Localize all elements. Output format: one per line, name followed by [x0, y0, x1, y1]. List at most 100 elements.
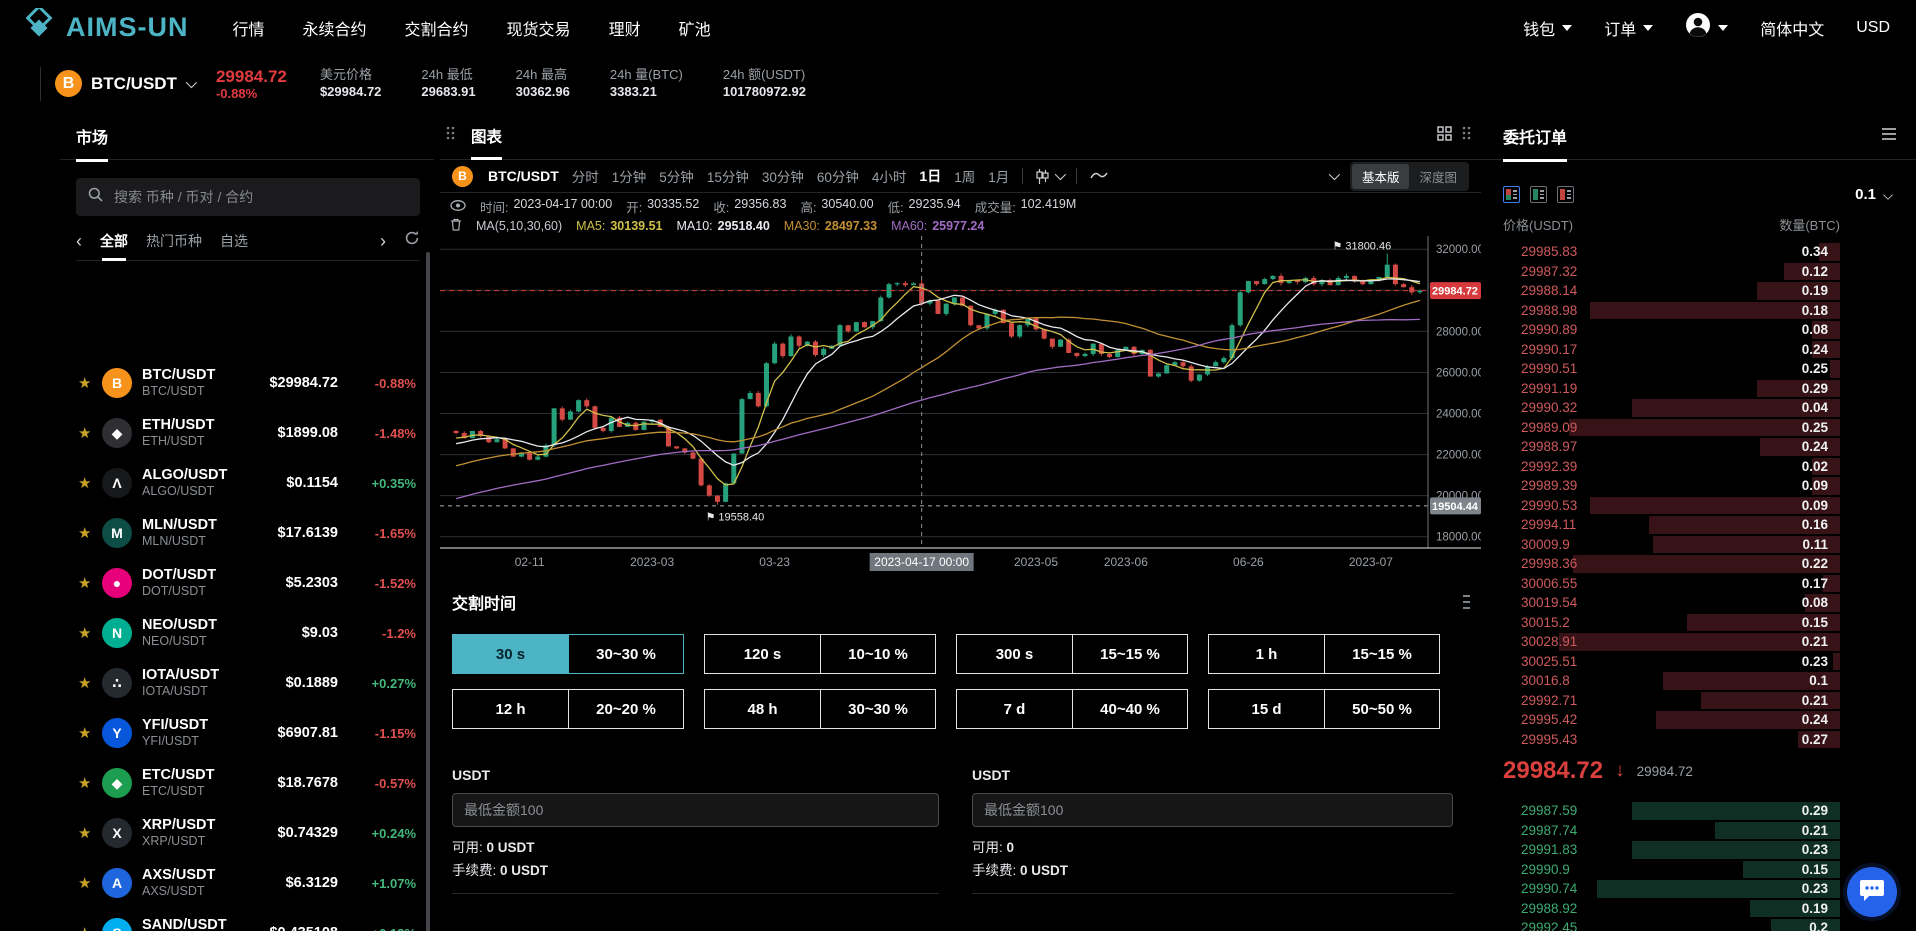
- ask-row[interactable]: 29989.39 0.09: [1493, 476, 1840, 496]
- drag-handle-icon[interactable]: [446, 125, 455, 146]
- bid-row[interactable]: 29992.45 0.2: [1493, 918, 1840, 931]
- ask-row[interactable]: 29990.32 0.04: [1493, 398, 1840, 418]
- pair-selector[interactable]: B BTC/USDT: [55, 70, 198, 97]
- delivery-pct-button[interactable]: 15~15 %: [1324, 635, 1439, 673]
- candle-style-icon[interactable]: [1036, 168, 1067, 184]
- delivery-time-button[interactable]: 15 d: [1209, 690, 1324, 728]
- line-style-icon[interactable]: [1090, 167, 1108, 185]
- orders-menu[interactable]: 订单: [1604, 16, 1654, 40]
- coin-row-etc[interactable]: ★ ◆ ETC/USDT ETC/USDT $18.7678 -0.57%: [60, 758, 422, 808]
- delivery-time-button[interactable]: 120 s: [705, 635, 820, 673]
- ask-row[interactable]: 30028.91 0.21: [1493, 632, 1840, 652]
- account-menu[interactable]: [1685, 12, 1729, 43]
- nav-item-2[interactable]: 交割合约: [404, 21, 469, 39]
- ask-row[interactable]: 30009.9 0.11: [1493, 535, 1840, 555]
- ask-row[interactable]: 29989.09 0.25: [1493, 418, 1840, 438]
- favorite-star-icon[interactable]: ★: [78, 575, 92, 592]
- timeframe-4小时[interactable]: 4小时: [871, 170, 907, 185]
- amount-input-right[interactable]: [972, 793, 1453, 827]
- favorite-star-icon[interactable]: ★: [78, 525, 92, 542]
- favorite-star-icon[interactable]: ★: [78, 725, 92, 742]
- coin-row-xrp[interactable]: ★ X XRP/USDT XRP/USDT $0.74329 +0.24%: [60, 808, 422, 858]
- bid-row[interactable]: 29988.92 0.19: [1493, 899, 1840, 919]
- nav-item-0[interactable]: 行情: [232, 21, 265, 39]
- delivery-pct-button[interactable]: 50~50 %: [1324, 690, 1439, 728]
- market-tab-1[interactable]: 热门币种: [146, 232, 202, 249]
- ask-row[interactable]: 29992.71 0.21: [1493, 691, 1840, 711]
- coin-row-btc[interactable]: ★ B BTC/USDT BTC/USDT $29984.72 -0.88%: [60, 358, 422, 408]
- ask-row[interactable]: 29994.11 0.16: [1493, 515, 1840, 535]
- chat-support-button[interactable]: [1847, 867, 1897, 917]
- ask-row[interactable]: 29988.14 0.19: [1493, 281, 1840, 301]
- market-scrollbar[interactable]: [426, 252, 430, 931]
- timeframe-15分钟[interactable]: 15分钟: [706, 170, 749, 185]
- tabs-prev-arrow[interactable]: ‹: [76, 230, 82, 251]
- collapse-chevron-icon[interactable]: [1328, 168, 1341, 181]
- timeframe-30分钟[interactable]: 30分钟: [761, 170, 804, 185]
- coin-row-axs[interactable]: ★ A AXS/USDT AXS/USDT $6.3129 +1.07%: [60, 858, 422, 908]
- timeframe-1日[interactable]: 1日: [919, 168, 942, 184]
- nav-item-3[interactable]: 现货交易: [506, 21, 571, 39]
- amount-input-left[interactable]: [452, 793, 939, 827]
- book-mode-bids-icon[interactable]: [1530, 186, 1547, 203]
- ask-row[interactable]: 29995.43 0.27: [1493, 730, 1840, 750]
- favorite-star-icon[interactable]: ★: [78, 675, 92, 692]
- book-mode-asks-icon[interactable]: [1557, 186, 1574, 203]
- favorite-star-icon[interactable]: ★: [78, 425, 92, 442]
- bid-row[interactable]: 29990.9 0.15: [1493, 860, 1840, 880]
- ask-row[interactable]: 30015.2 0.15: [1493, 613, 1840, 633]
- language-selector[interactable]: 简体中文: [1760, 21, 1825, 39]
- delivery-time-button[interactable]: 1 h: [1209, 635, 1324, 673]
- favorite-star-icon[interactable]: ★: [78, 625, 92, 642]
- ask-row[interactable]: 29988.98 0.18: [1493, 301, 1840, 321]
- delivery-time-button[interactable]: 12 h: [453, 690, 568, 728]
- logo[interactable]: AIMS-UN: [22, 4, 189, 47]
- ask-row[interactable]: 29995.42 0.24: [1493, 710, 1840, 730]
- delivery-pct-button[interactable]: 40~40 %: [1072, 690, 1187, 728]
- delivery-pct-button[interactable]: 10~10 %: [820, 635, 935, 673]
- ask-row[interactable]: 29998.36 0.22: [1493, 554, 1840, 574]
- bid-row[interactable]: 29990.74 0.23: [1493, 879, 1840, 899]
- search-input[interactable]: [112, 188, 408, 206]
- nav-item-5[interactable]: 矿池: [678, 21, 711, 39]
- ask-row[interactable]: 30025.51 0.23: [1493, 652, 1840, 672]
- view-depth-button[interactable]: 深度图: [1419, 170, 1457, 185]
- ask-row[interactable]: 29985.83 0.34: [1493, 242, 1840, 262]
- last-trade-row[interactable]: 29984.72 ↓ 29984.72: [1481, 749, 1916, 793]
- favorite-star-icon[interactable]: ★: [78, 924, 102, 931]
- favorite-star-icon[interactable]: ★: [78, 475, 92, 492]
- orderbook-menu-icon[interactable]: [1882, 127, 1896, 145]
- delivery-pct-button[interactable]: 15~15 %: [1072, 635, 1187, 673]
- candlestick-chart[interactable]: 32000.0030000.0028000.0026000.0024000.00…: [440, 236, 1481, 580]
- bid-row[interactable]: 29991.83 0.23: [1493, 840, 1840, 860]
- ask-row[interactable]: 29987.32 0.12: [1493, 262, 1840, 282]
- delivery-time-button[interactable]: 30 s: [453, 635, 568, 673]
- favorite-star-icon[interactable]: ★: [78, 375, 92, 392]
- view-basic-button[interactable]: 基本版: [1351, 163, 1410, 189]
- ask-row[interactable]: 30019.54 0.08: [1493, 593, 1840, 613]
- coin-row-eth[interactable]: ★ ◆ ETH/USDT ETH/USDT $1899.08 -1.48%: [60, 408, 422, 458]
- coin-row-mln[interactable]: ★ M MLN/USDT MLN/USDT $17.6139 -1.65%: [60, 508, 422, 558]
- section-handle-icon[interactable]: [1462, 594, 1471, 615]
- coin-row-algo[interactable]: ★ Λ ALGO/USDT ALGO/USDT $0.1154 +0.35%: [60, 458, 422, 508]
- book-mode-both-icon[interactable]: [1503, 186, 1520, 203]
- delivery-pct-button[interactable]: 30~30 %: [568, 635, 683, 673]
- favorite-star-icon[interactable]: ★: [78, 825, 92, 842]
- market-search[interactable]: [76, 178, 420, 216]
- currency-selector[interactable]: USD: [1856, 18, 1890, 36]
- ask-row[interactable]: 29988.97 0.24: [1493, 437, 1840, 457]
- favorite-star-icon[interactable]: ★: [78, 775, 92, 792]
- precision-selector[interactable]: 0.1: [1855, 186, 1893, 203]
- ask-row[interactable]: 29990.51 0.25: [1493, 359, 1840, 379]
- delivery-time-button[interactable]: 48 h: [705, 690, 820, 728]
- favorite-star-icon[interactable]: ★: [78, 875, 92, 892]
- tab-chart[interactable]: 图表: [471, 125, 503, 160]
- ask-row[interactable]: 29991.19 0.29: [1493, 379, 1840, 399]
- timeframe-分时[interactable]: 分时: [571, 170, 599, 185]
- coin-row-iota[interactable]: ★ ∴ IOTA/USDT IOTA/USDT $0.1889 +0.27%: [60, 658, 422, 708]
- ask-row[interactable]: 29990.17 0.24: [1493, 340, 1840, 360]
- timeframe-1月[interactable]: 1月: [988, 170, 1010, 185]
- ask-row[interactable]: 30016.8 0.1: [1493, 671, 1840, 691]
- coin-row-yfi[interactable]: ★ Y YFI/USDT YFI/USDT $6907.81 -1.15%: [60, 708, 422, 758]
- eye-icon[interactable]: [450, 199, 466, 214]
